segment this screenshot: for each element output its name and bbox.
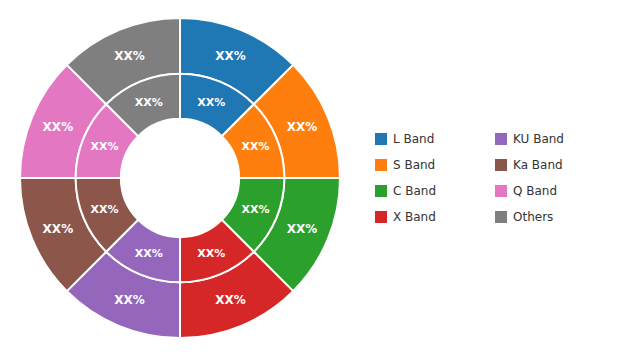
data-label: XX% [114,49,145,63]
data-label: XX% [287,120,318,134]
data-label: XX% [197,247,225,260]
legend-label: L Band [393,132,434,146]
legend-label: Others [513,210,553,224]
data-label: XX% [90,203,118,216]
legend-label: KU Band [513,132,564,146]
data-label: XX% [242,203,270,216]
legend-item: Q Band [495,184,557,198]
legend-item: C Band [375,184,436,198]
legend: L Band S Band C Band X Band KU Band Ka Band Q … [375,132,564,224]
slice [222,104,285,178]
data-label: XX% [114,293,145,307]
legend-swatch [495,133,507,145]
legend-item: S Band [375,158,435,172]
donut: XX%XX%XX%XX%XX%XX%XX%XX%XX%XX%XX%XX%XX%X… [20,18,340,338]
data-label: XX% [90,140,118,153]
data-label: XX% [43,120,74,134]
data-label: XX% [215,293,246,307]
legend-label: S Band [393,158,435,172]
slice [180,220,254,283]
legend-label: Ka Band [513,158,563,172]
data-label: XX% [135,96,163,109]
legend-item: L Band [375,132,434,146]
legend-label: X Band [393,210,436,224]
legend-item: Others [495,210,553,224]
legend-swatch [495,159,507,171]
legend-item: Ka Band [495,158,563,172]
data-label: XX% [287,222,318,236]
data-label: XX% [242,140,270,153]
ring: XX% XX% XX% XX% XX% XX% XX% XX% [20,18,340,338]
chart: XX%XX%XX%XX%XX%XX%XX%XX%XX%XX%XX%XX%XX%X… [0,0,636,356]
legend-swatch [375,185,387,197]
legend-item: X Band [375,210,436,224]
legend-swatch [375,133,387,145]
data-label: XX% [215,49,246,63]
slice [76,178,139,252]
data-label: XX% [197,96,225,109]
slice [106,74,180,137]
legend-label: C Band [393,184,436,198]
data-label: XX% [43,222,74,236]
legend-swatch [375,159,387,171]
legend-swatch [495,185,507,197]
legend-label: Q Band [513,184,557,198]
ring: XX% XX% XX% XX% XX% XX% XX% XX% [76,74,285,283]
data-label: XX% [135,247,163,260]
legend-swatch [495,211,507,223]
legend-item: KU Band [495,132,564,146]
legend-swatch [375,211,387,223]
